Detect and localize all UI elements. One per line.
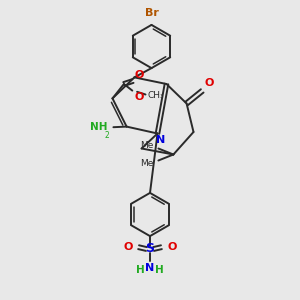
Text: S: S: [146, 242, 154, 256]
Text: 2: 2: [104, 131, 109, 140]
Text: Br: Br: [145, 8, 158, 18]
Text: O: O: [205, 79, 214, 88]
Text: H: H: [136, 265, 145, 275]
Text: O: O: [123, 242, 133, 252]
Text: O: O: [134, 92, 143, 102]
Text: N: N: [146, 262, 154, 273]
Text: Me: Me: [140, 141, 154, 150]
Text: O: O: [135, 70, 144, 80]
Text: O: O: [167, 242, 177, 252]
Text: H: H: [155, 265, 164, 275]
Text: NH: NH: [91, 122, 108, 132]
Text: CH₃: CH₃: [148, 92, 164, 100]
Text: N: N: [157, 135, 166, 145]
Text: Me: Me: [140, 159, 154, 168]
